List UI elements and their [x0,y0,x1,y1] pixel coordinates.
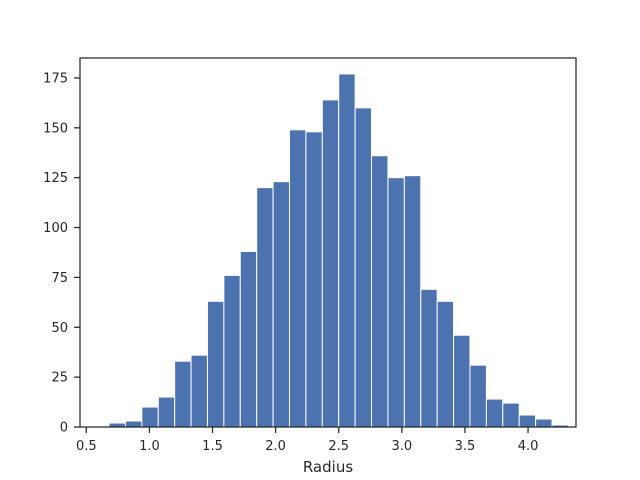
histogram-bar-26 [518,414,537,428]
histogram-bar-12 [289,129,307,428]
x-tick-label: 2.5 [328,439,349,454]
y-tick-label: 125 [43,171,68,186]
histogram-bar-17 [371,155,389,428]
x-tick-label: 2.0 [265,439,286,454]
x-axis-ticks: 0.5 1.0 1.5 2.0 2.5 3.0 3.5 4.0 [76,427,538,454]
y-tick-label: 50 [51,321,68,336]
x-tick-label: 1.0 [139,439,160,454]
histogram-bar-10 [256,187,274,428]
histogram-bar-24 [485,398,504,428]
y-tick-label: 75 [51,271,68,286]
histogram-bar-16 [354,107,373,428]
histogram-bar-11 [272,181,291,428]
y-tick-label: 25 [51,371,68,386]
x-tick-label: 0.5 [76,439,97,454]
bars-group [108,73,569,428]
histogram-bar-2 [124,420,143,428]
x-tick-label: 4.0 [518,439,539,454]
histogram-bar-22 [453,334,471,428]
x-tick-label: 1.5 [202,439,223,454]
plot-frame [79,57,577,428]
y-tick-label: 0 [60,421,68,436]
histogram-bar-27 [535,418,553,428]
y-axis-ticks: 0 25 50 75 100 125 150 175 [43,71,80,436]
histogram-bar-14 [321,99,340,428]
histogram-bar-4 [157,396,176,428]
y-tick-label: 100 [43,221,68,236]
x-axis-label: Radius [303,458,353,476]
histogram-bar-5 [174,360,192,428]
histogram-bar-3 [141,406,159,428]
histogram-bar-13 [305,131,323,428]
histogram-bar-7 [206,300,225,428]
y-tick-label: 175 [43,71,68,86]
histogram-bar-25 [502,402,520,428]
y-tick-label: 150 [43,121,68,136]
histogram-bar-8 [223,274,241,428]
histogram-bar-19 [403,175,422,428]
x-tick-label: 3.0 [391,439,412,454]
histogram-bar-9 [239,250,258,428]
x-tick-label: 3.5 [455,439,476,454]
histogram-bar-6 [190,354,208,428]
histogram-bar-23 [469,364,487,428]
histogram-bar-18 [387,177,405,428]
histogram-bar-20 [420,288,438,428]
histogram-bar-15 [338,73,356,428]
histogram-bar-21 [436,300,455,428]
